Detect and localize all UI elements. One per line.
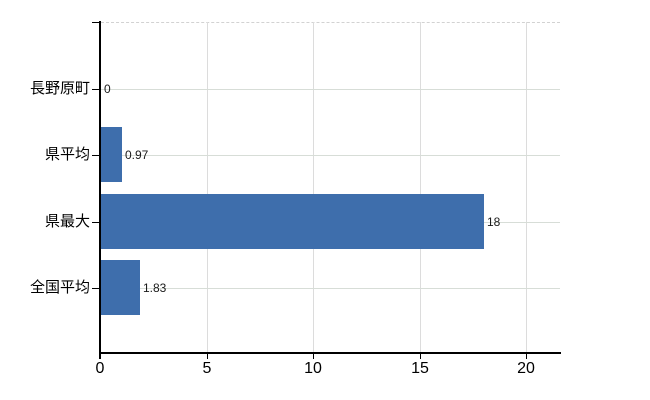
plot-top-border bbox=[101, 22, 560, 23]
x-axis-tick bbox=[526, 353, 527, 359]
y-axis-tick bbox=[92, 222, 99, 223]
bar-value-label: 1.83 bbox=[143, 281, 167, 295]
x-axis-tick bbox=[207, 353, 208, 359]
horizontal-gridline bbox=[101, 89, 560, 90]
horizontal-gridline bbox=[101, 288, 560, 289]
bar-value-label: 0.97 bbox=[125, 148, 149, 162]
bar-value-label: 0 bbox=[104, 82, 111, 96]
vertical-gridline bbox=[313, 22, 314, 353]
x-axis-tick bbox=[100, 353, 101, 359]
y-axis-tick bbox=[92, 288, 99, 289]
category-label: 県平均 bbox=[44, 146, 90, 163]
bar-value-label: 18 bbox=[487, 215, 501, 229]
y-axis-top-tick bbox=[92, 22, 99, 23]
category-label: 長野原町 bbox=[29, 80, 90, 97]
x-tick-label: 10 bbox=[304, 360, 322, 377]
vertical-gridline bbox=[526, 22, 527, 353]
y-axis-line bbox=[99, 21, 101, 359]
horizontal-gridline bbox=[101, 155, 560, 156]
bar bbox=[101, 127, 122, 182]
category-label: 全国平均 bbox=[29, 279, 90, 296]
vertical-gridline bbox=[207, 22, 208, 353]
bar bbox=[101, 260, 140, 315]
y-axis-tick bbox=[92, 89, 99, 90]
x-tick-label: 20 bbox=[517, 360, 535, 377]
vertical-gridline bbox=[420, 22, 421, 353]
bar bbox=[101, 194, 484, 249]
x-axis-tick bbox=[313, 353, 314, 359]
x-axis-tick bbox=[420, 353, 421, 359]
x-tick-label: 15 bbox=[411, 360, 429, 377]
x-tick-label: 5 bbox=[202, 360, 212, 377]
category-label: 県最大 bbox=[44, 213, 90, 230]
x-tick-label: 0 bbox=[95, 360, 105, 377]
y-axis-tick bbox=[92, 155, 99, 156]
x-axis-line bbox=[99, 352, 561, 354]
